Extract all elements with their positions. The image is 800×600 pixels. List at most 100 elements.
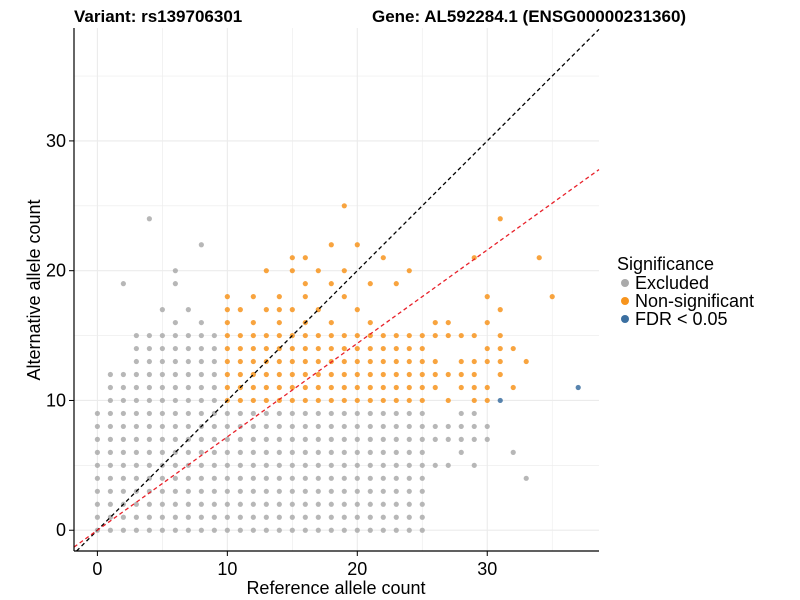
point-excluded xyxy=(133,462,139,468)
point-non-significant xyxy=(497,216,503,222)
point-excluded xyxy=(107,501,113,507)
point-excluded xyxy=(211,436,217,442)
point-excluded xyxy=(133,514,139,520)
point-non-significant xyxy=(367,345,373,352)
point-excluded xyxy=(328,501,334,507)
point-excluded xyxy=(146,501,152,507)
point-excluded xyxy=(133,410,139,417)
point-excluded xyxy=(393,436,399,442)
point-non-significant xyxy=(237,358,243,365)
point-excluded xyxy=(263,410,269,417)
point-excluded xyxy=(458,436,464,442)
point-excluded xyxy=(159,436,165,442)
point-excluded xyxy=(185,384,191,391)
point-excluded xyxy=(159,514,165,520)
point-excluded xyxy=(185,307,191,313)
point-excluded xyxy=(250,501,256,507)
point-non-significant xyxy=(406,345,412,352)
point-non-significant xyxy=(224,371,230,378)
point-excluded xyxy=(198,475,204,481)
point-excluded xyxy=(120,371,126,378)
point-non-significant xyxy=(497,358,503,365)
point-excluded xyxy=(250,514,256,520)
point-non-significant xyxy=(341,294,347,300)
point-non-significant xyxy=(471,384,477,391)
point-non-significant xyxy=(328,332,334,339)
point-non-significant xyxy=(497,371,503,378)
point-non-significant xyxy=(367,358,373,365)
point-non-significant xyxy=(289,345,295,352)
point-excluded xyxy=(354,527,360,533)
point-excluded xyxy=(367,501,373,507)
point-non-significant xyxy=(250,345,256,352)
point-non-significant xyxy=(406,397,412,404)
point-excluded xyxy=(302,423,308,430)
point-non-significant xyxy=(276,384,282,391)
point-non-significant xyxy=(224,332,230,339)
point-non-significant xyxy=(471,397,477,404)
point-excluded xyxy=(198,319,204,326)
point-excluded xyxy=(367,514,373,520)
point-non-significant xyxy=(445,397,451,404)
point-excluded xyxy=(250,488,256,494)
point-non-significant xyxy=(315,332,321,339)
point-excluded xyxy=(406,449,412,455)
point-non-significant xyxy=(432,332,438,339)
point-excluded xyxy=(367,436,373,442)
point-excluded xyxy=(107,462,113,468)
point-excluded xyxy=(172,384,178,391)
point-excluded xyxy=(172,501,178,507)
point-excluded xyxy=(432,423,438,430)
point-non-significant xyxy=(276,307,282,313)
point-excluded xyxy=(263,423,269,430)
point-non-significant xyxy=(302,358,308,365)
point-non-significant xyxy=(263,268,269,274)
legend-swatch xyxy=(621,297,629,305)
point-non-significant xyxy=(328,397,334,404)
point-excluded xyxy=(107,475,113,481)
point-excluded xyxy=(458,410,464,417)
point-non-significant xyxy=(263,371,269,378)
point-excluded xyxy=(510,449,516,455)
point-excluded xyxy=(250,527,256,533)
point-excluded xyxy=(211,423,217,430)
point-non-significant xyxy=(250,319,256,326)
point-excluded xyxy=(94,410,100,417)
point-excluded xyxy=(198,384,204,391)
point-excluded xyxy=(393,462,399,468)
point-excluded xyxy=(341,462,347,468)
point-excluded xyxy=(146,462,152,468)
point-non-significant xyxy=(484,397,490,404)
point-excluded xyxy=(224,488,230,494)
point-excluded xyxy=(393,514,399,520)
point-non-significant xyxy=(224,358,230,365)
point-excluded xyxy=(419,488,425,494)
point-excluded xyxy=(185,371,191,378)
point-non-significant xyxy=(302,371,308,378)
point-excluded xyxy=(172,488,178,494)
point-excluded xyxy=(302,501,308,507)
point-excluded xyxy=(146,514,152,520)
point-non-significant xyxy=(315,345,321,352)
point-excluded xyxy=(315,436,321,442)
point-excluded xyxy=(367,449,373,455)
point-excluded xyxy=(276,449,282,455)
point-excluded xyxy=(419,423,425,430)
point-non-significant xyxy=(458,358,464,365)
point-excluded xyxy=(133,384,139,391)
point-excluded xyxy=(107,371,113,378)
point-excluded xyxy=(120,475,126,481)
point-excluded xyxy=(471,462,477,468)
point-non-significant xyxy=(445,332,451,339)
point-excluded xyxy=(237,501,243,507)
point-excluded xyxy=(94,501,100,507)
point-excluded xyxy=(224,514,230,520)
point-excluded xyxy=(250,462,256,468)
legend-label: Excluded xyxy=(635,273,709,293)
point-excluded xyxy=(367,527,373,533)
point-non-significant xyxy=(328,384,334,391)
point-excluded xyxy=(120,449,126,455)
point-excluded xyxy=(159,501,165,507)
point-excluded xyxy=(354,462,360,468)
point-non-significant xyxy=(419,397,425,404)
